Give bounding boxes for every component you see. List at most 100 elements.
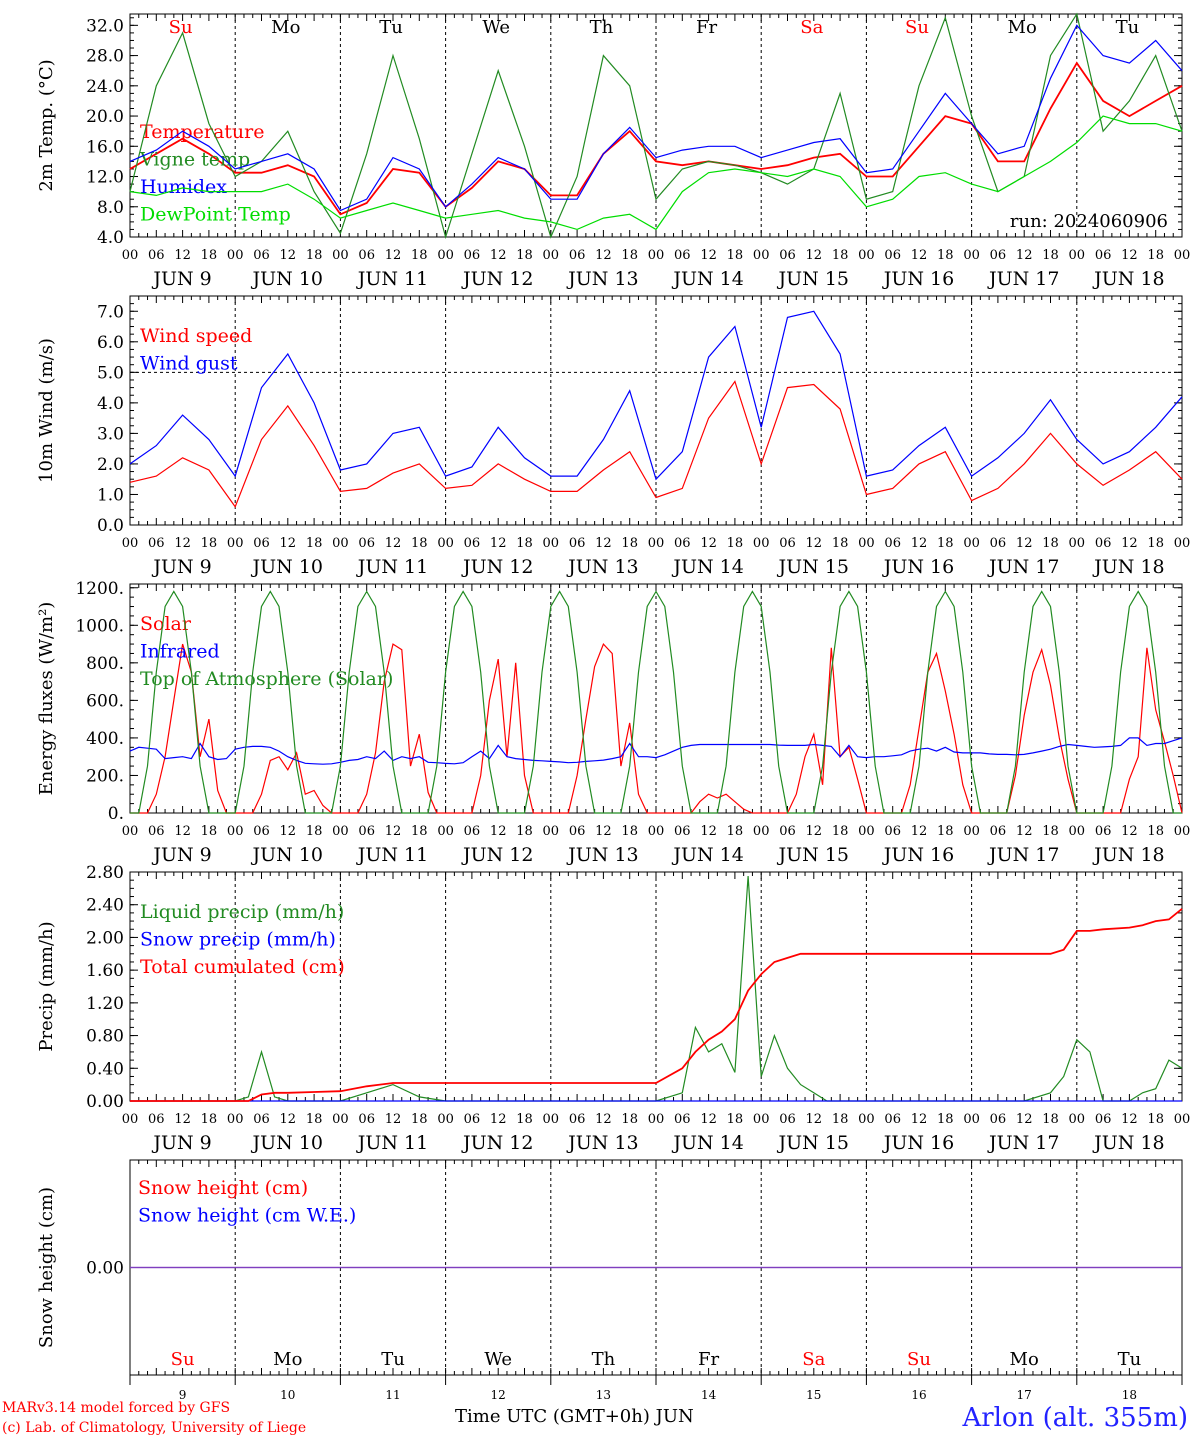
hour-tick-label: 18 [201, 824, 218, 839]
y-tick-label: 12.0 [86, 168, 124, 188]
date-label: JUN 10 [251, 556, 323, 578]
hour-tick-label: 00 [1069, 536, 1086, 551]
y-tick-label: 5.0 [97, 363, 124, 383]
hour-tick-label: 06 [674, 1112, 691, 1127]
y-tick-label: 800. [86, 654, 124, 674]
y-tick-label: 1000. [75, 616, 124, 636]
weekday-label-bottom: Mo [273, 1349, 302, 1370]
y-tick-label: 1.0 [97, 485, 124, 505]
date-label: JUN 15 [777, 268, 849, 290]
date-label: JUN 14 [671, 1132, 743, 1154]
hour-tick-label: 06 [779, 248, 796, 263]
series-line-total-cumulated-cm- [130, 908, 1183, 1102]
legend-entry: Solar [140, 613, 192, 635]
hour-tick-label: 06 [148, 536, 165, 551]
day-number-label: 13 [596, 1388, 611, 1402]
hour-tick-label: 12 [1016, 824, 1033, 839]
hour-tick-label: 00 [227, 1112, 244, 1127]
hour-tick-label: 06 [990, 824, 1007, 839]
hour-tick-label: 12 [1121, 824, 1138, 839]
date-label: JUN 18 [1092, 268, 1164, 290]
hour-tick-label: 12 [700, 1112, 717, 1127]
y-tick-label: 3.0 [97, 424, 124, 444]
date-label: JUN 9 [151, 268, 211, 290]
y-tick-label: 28.0 [86, 47, 124, 67]
hour-tick-label: 00 [858, 1112, 875, 1127]
date-label: JUN 12 [461, 556, 533, 578]
hour-tick-label: 00 [1174, 536, 1191, 551]
hour-tick-label: 06 [1095, 824, 1112, 839]
hour-tick-label: 06 [253, 824, 270, 839]
y-tick-label: 8.0 [97, 198, 124, 218]
weekday-label-bottom: Th [592, 1349, 616, 1370]
hour-tick-label: 06 [464, 1112, 481, 1127]
legend-entry: Temperature [140, 121, 264, 143]
hour-tick-label: 12 [911, 1112, 928, 1127]
y-tick-label: 2.0 [97, 455, 124, 475]
day-number-label: 10 [280, 1388, 295, 1402]
series-line-humidex [129, 24, 1183, 212]
hour-tick-label: 18 [937, 824, 954, 839]
hour-tick-label: 12 [385, 824, 402, 839]
hour-tick-label: 00 [122, 536, 139, 551]
hour-tick-label: 06 [990, 536, 1007, 551]
series-line-wind-gust [129, 310, 1183, 481]
date-label: JUN 12 [461, 844, 533, 866]
hour-tick-label: 06 [358, 536, 375, 551]
hour-tick-label: 18 [727, 1112, 744, 1127]
hour-tick-label: 18 [1042, 824, 1059, 839]
hour-tick-label: 12 [385, 248, 402, 263]
hour-tick-label: 12 [1016, 536, 1033, 551]
hour-tick-label: 18 [516, 536, 533, 551]
hour-tick-label: 12 [490, 824, 507, 839]
hour-tick-label: 12 [385, 1112, 402, 1127]
date-label: JUN 17 [987, 1132, 1059, 1154]
hour-tick-label: 00 [543, 824, 560, 839]
hour-tick-label: 18 [1042, 248, 1059, 263]
hour-tick-label: 06 [990, 1112, 1007, 1127]
hour-tick-label: 12 [595, 1112, 612, 1127]
y-tick-label: 1.20 [86, 994, 124, 1014]
hour-tick-label: 12 [700, 536, 717, 551]
date-label: JUN 18 [1092, 844, 1164, 866]
date-label: JUN 13 [566, 556, 638, 578]
hour-tick-label: 18 [937, 1112, 954, 1127]
legend-entry: Snow height (cm) [138, 1177, 308, 1199]
y-tick-label: 2.80 [86, 863, 124, 883]
hour-tick-label: 00 [858, 536, 875, 551]
run-label: run: 2024060906 [1010, 211, 1168, 232]
weekday-label-top: Su [169, 17, 193, 38]
day-number-label: 9 [179, 1388, 187, 1402]
hour-tick-label: 18 [516, 248, 533, 263]
hour-tick-label: 18 [832, 536, 849, 551]
hour-tick-label: 00 [858, 248, 875, 263]
day-number-label: 14 [701, 1388, 717, 1402]
hour-tick-label: 12 [280, 824, 297, 839]
date-label: JUN 9 [151, 1132, 211, 1154]
legend-entry: DewPoint Temp [140, 204, 291, 226]
hour-tick-label: 00 [1069, 1112, 1086, 1127]
y-tick-label: 0.00 [86, 1092, 124, 1112]
hour-tick-label: 00 [437, 536, 454, 551]
hour-tick-label: 06 [358, 824, 375, 839]
date-label: JUN 9 [151, 844, 211, 866]
hour-tick-label: 12 [595, 536, 612, 551]
lab-credit: (c) Lab. of Climatology, University of L… [2, 1420, 307, 1436]
hour-tick-label: 12 [806, 824, 823, 839]
date-label: JUN 13 [566, 844, 638, 866]
hour-tick-label: 00 [1174, 824, 1191, 839]
hour-tick-label: 06 [253, 536, 270, 551]
y-tick-label: 0.80 [86, 1027, 124, 1047]
hour-tick-label: 12 [1016, 248, 1033, 263]
legend-entry: Snow precip (mm/h) [140, 929, 336, 951]
date-label: JUN 9 [151, 556, 211, 578]
hour-tick-label: 06 [464, 824, 481, 839]
date-label: JUN 17 [987, 844, 1059, 866]
hour-tick-label: 06 [253, 248, 270, 263]
hour-tick-label: 00 [963, 1112, 980, 1127]
hour-tick-label: 12 [1121, 248, 1138, 263]
legend-entry: Wind speed [140, 325, 252, 347]
hour-tick-label: 06 [358, 248, 375, 263]
hour-tick-label: 18 [727, 824, 744, 839]
legend-entry: Infrared [140, 641, 220, 663]
